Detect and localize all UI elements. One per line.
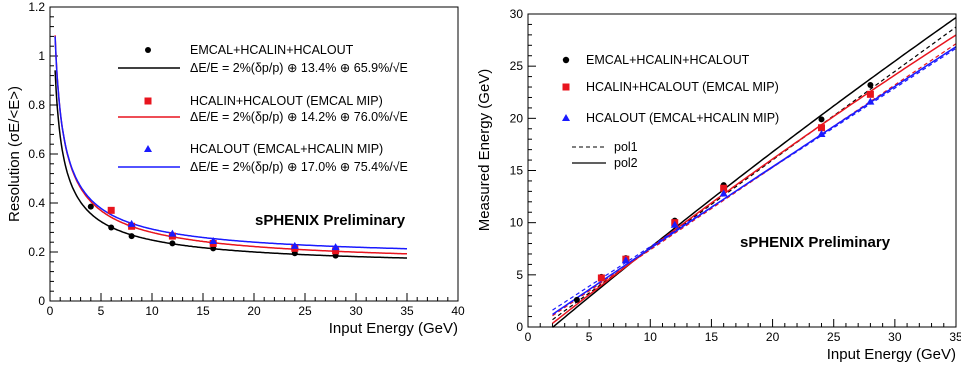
y-tick-label: 0 [516,320,523,334]
x-tick-label: 5 [586,330,593,344]
linearity-chart: 0 5 10 15 20 25 30 35 0 5 10 15 20 25 30 Input Energy… [476,7,961,363]
resolution-chart-frame [49,6,459,302]
data-point-series-2 [817,124,825,132]
linearity-chart-x-axis-label: Input Energy (GeV) [827,346,956,363]
x-tick-label: 10 [145,304,159,318]
resolution-chart-preliminary-label: sPHENIX Preliminary [255,212,406,229]
data-point-series-3 [127,219,136,227]
linearity-chart-x-tick-labels: 0 5 10 15 20 25 30 35 [525,330,961,344]
x-tick-label: 25 [827,330,841,344]
x-tick-label: 0 [47,304,54,318]
legend-fit-series-3: ΔE/E = 2%(δp/p) ⊕ 17.0% ⊕ 75.4%/√E [190,160,408,174]
data-point-series-1 [573,296,580,303]
y-tick-label: 15 [510,164,524,178]
legend-label-pol2: pol2 [614,156,638,170]
linearity-chart-frame [527,13,957,328]
legend-label-series-3: HCALOUT (EMCAL+HCALIN MIP) [190,142,383,156]
y-tick-label: 0.2 [28,245,45,259]
linearity-chart-points [573,81,875,303]
resolution-chart-legend: EMCAL+HCALIN+HCALOUT ΔE/E = 2%(δp/p) ⊕ 1… [118,43,408,174]
x-tick-label: 20 [247,304,261,318]
linearity-chart-legend: EMCAL+HCALIN+HCALOUT HCALIN+HCALOUT (EMC… [562,53,779,170]
linearity-chart-y-tick-labels: 0 5 10 15 20 25 30 [510,7,524,334]
y-tick-label: 20 [510,111,524,125]
x-tick-label: 5 [98,304,105,318]
data-point-series-1 [128,233,135,240]
legend-label-series-3: HCALOUT (EMCAL+HCALIN MIP) [586,111,779,125]
fit-curve-series-3 [54,36,407,250]
resolution-chart-y-tick-labels: 0 0.2 0.4 0.6 0.8 1 1.2 [28,0,45,308]
legend-marker-red-square [144,97,152,105]
data-point-series-2 [866,90,874,98]
linearity-chart-ticks [527,13,957,328]
x-tick-label: 30 [349,304,363,318]
y-tick-label: 30 [510,7,524,21]
x-tick-label: 0 [525,330,532,344]
legend-marker-blue-triangle [562,114,570,121]
y-tick-label: 10 [510,216,524,230]
y-tick-label: 5 [516,268,523,282]
y-tick-label: 25 [510,59,524,73]
x-tick-label: 30 [888,330,902,344]
x-tick-label: 40 [451,304,465,318]
x-tick-label: 35 [400,304,414,318]
data-point-series-2 [720,184,728,192]
legend-label-pol1: pol1 [614,140,638,154]
legend-fit-series-2: ΔE/E = 2%(δp/p) ⊕ 14.2% ⊕ 76.0%/√E [190,110,408,124]
data-point-series-2 [107,206,115,214]
legend-label-series-2: HCALIN+HCALOUT (EMCAL MIP) [190,94,383,108]
resolution-chart-x-tick-labels: 0 5 10 15 20 25 30 35 40 [47,304,465,318]
linearity-chart-y-axis-label: Measured Energy (GeV) [476,69,493,232]
x-tick-label: 15 [705,330,719,344]
x-tick-label: 25 [298,304,312,318]
legend-marker-red-square [562,83,570,91]
y-tick-label: 0.8 [28,98,45,112]
pol2-fit-series-3 [552,46,957,316]
data-point-series-3 [866,97,875,105]
data-point-series-3 [817,129,826,137]
data-point-series-1 [818,116,825,123]
data-point-series-2 [332,247,340,255]
legend-marker-blue-triangle [144,145,152,152]
fit-curve-series-2 [54,35,407,255]
y-tick-label: 0 [38,294,45,308]
y-tick-label: 1 [38,49,45,63]
pol1-fit-series-1 [552,26,957,321]
linearity-chart-fit-curves [552,16,957,328]
x-tick-label: 20 [766,330,780,344]
data-point-series-1 [87,203,94,210]
resolution-chart-x-axis-label: Input Energy (GeV) [329,320,458,337]
data-point-series-3 [670,220,679,228]
data-point-series-3 [168,229,177,237]
legend-label-series-1: EMCAL+HCALIN+HCALOUT [586,53,750,67]
legend-marker-black-circle [562,56,570,64]
data-point-series-3 [719,189,728,197]
resolution-chart-points [87,203,340,259]
legend-label-series-1: EMCAL+HCALIN+HCALOUT [190,43,354,57]
data-point-series-3 [290,241,299,249]
data-point-series-2 [597,274,605,282]
data-point-series-1 [867,81,874,88]
x-tick-label: 10 [644,330,658,344]
data-point-series-1 [108,224,115,231]
y-tick-label: 1.2 [28,0,45,14]
y-tick-label: 0.6 [28,147,45,161]
resolution-chart: 0 5 10 15 20 25 30 35 40 0 0.2 0.4 0.6 0.8 1 1.2 Input… [6,0,465,337]
pol2-fit-series-2 [552,34,957,324]
legend-fit-series-1: ΔE/E = 2%(δp/p) ⊕ 13.4% ⊕ 65.9%/√E [190,61,408,75]
y-tick-label: 0.4 [28,196,45,210]
data-point-series-3 [209,236,218,244]
data-point-series-1 [169,240,176,247]
data-point-series-3 [621,256,630,264]
resolution-chart-ticks [49,6,459,302]
legend-label-series-2: HCALIN+HCALOUT (EMCAL MIP) [586,80,779,94]
linearity-chart-preliminary-label: sPHENIX Preliminary [740,234,891,251]
legend-marker-black-circle [145,47,151,53]
x-tick-label: 35 [949,330,961,344]
x-tick-label: 15 [196,304,210,318]
data-point-series-3 [331,243,340,251]
resolution-chart-y-axis-label: Resolution (σE/<E>) [6,86,23,222]
